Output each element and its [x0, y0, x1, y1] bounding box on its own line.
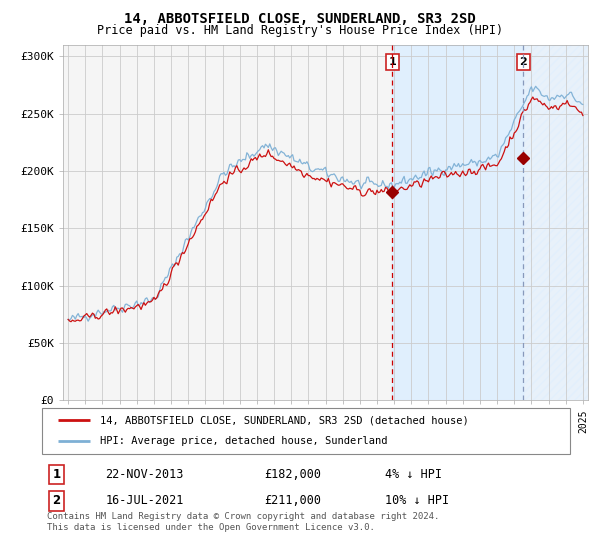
- Bar: [392, 45, 523, 400]
- Text: £182,000: £182,000: [264, 468, 321, 481]
- Text: 16-JUL-2021: 16-JUL-2021: [106, 494, 184, 507]
- FancyBboxPatch shape: [42, 408, 570, 454]
- Text: Price paid vs. HM Land Registry's House Price Index (HPI): Price paid vs. HM Land Registry's House …: [97, 24, 503, 36]
- Text: Contains HM Land Registry data © Crown copyright and database right 2024.
This d: Contains HM Land Registry data © Crown c…: [47, 512, 440, 532]
- Text: HPI: Average price, detached house, Sunderland: HPI: Average price, detached house, Sund…: [100, 436, 388, 446]
- Text: 22-NOV-2013: 22-NOV-2013: [106, 468, 184, 481]
- Text: £211,000: £211,000: [264, 494, 321, 507]
- Text: 1: 1: [53, 468, 61, 481]
- Text: 10% ↓ HPI: 10% ↓ HPI: [385, 494, 449, 507]
- Text: 4% ↓ HPI: 4% ↓ HPI: [385, 468, 442, 481]
- Text: 14, ABBOTSFIELD CLOSE, SUNDERLAND, SR3 2SD: 14, ABBOTSFIELD CLOSE, SUNDERLAND, SR3 2…: [124, 12, 476, 26]
- Text: 2: 2: [53, 494, 61, 507]
- Text: 1: 1: [389, 57, 396, 67]
- Text: 2: 2: [520, 57, 527, 67]
- Bar: [523, 45, 588, 400]
- Text: 14, ABBOTSFIELD CLOSE, SUNDERLAND, SR3 2SD (detached house): 14, ABBOTSFIELD CLOSE, SUNDERLAND, SR3 2…: [100, 415, 469, 425]
